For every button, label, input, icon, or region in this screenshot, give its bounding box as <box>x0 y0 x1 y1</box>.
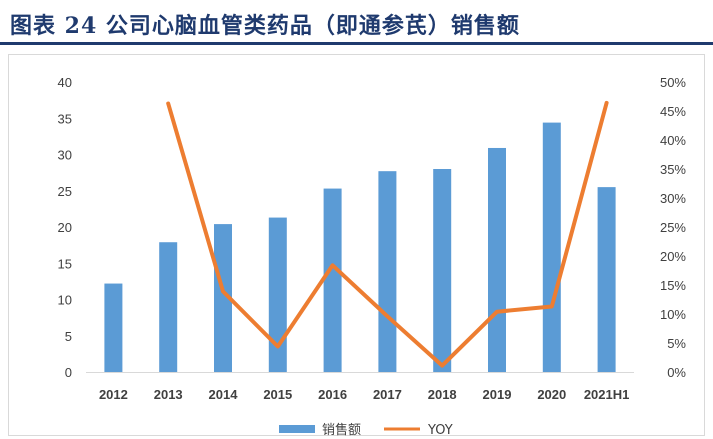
y-right-tick-label: 10% <box>660 307 686 322</box>
x-tick-label: 2015 <box>263 387 292 402</box>
x-tick-label: 2019 <box>483 387 512 402</box>
yoy-line <box>166 100 609 368</box>
y-left-tick-label: 5 <box>65 329 72 344</box>
y-left-tick-label: 15 <box>58 256 72 271</box>
title-bar: 图表 24 公司心脑血管类药品（即通参芪）销售额 <box>0 0 713 45</box>
y-right-tick-label: 5% <box>667 336 686 351</box>
bar-2014 <box>214 224 232 372</box>
bar-2013 <box>159 242 178 372</box>
legend-swatch-sales <box>279 425 315 433</box>
bar-2012 <box>104 283 123 372</box>
y-right-tick-label: 35% <box>660 162 686 177</box>
x-tick-label: 2016 <box>318 387 347 402</box>
legend-label-sales: 销售额 <box>322 422 361 438</box>
y-right-tick-label: 50% <box>660 75 686 90</box>
y-left-tick-label: 10 <box>58 293 72 308</box>
chart-frame <box>8 54 705 436</box>
y-left-tick-label: 30 <box>58 148 72 163</box>
y-left-tick-label: 40 <box>58 75 72 90</box>
figure-title: 图表 24 公司心脑血管类药品（即通参芪）销售额 <box>10 13 520 39</box>
x-tick-label: 2021H1 <box>584 387 630 402</box>
y-right-tick-label: 40% <box>660 133 686 148</box>
bar-2019 <box>488 147 506 372</box>
title-rule <box>0 42 713 45</box>
bar-2015 <box>268 217 287 372</box>
x-tick-label: 2014 <box>209 387 239 402</box>
y-left-tick-label: 20 <box>58 220 72 235</box>
y-right-tick-label: 20% <box>660 249 686 264</box>
y-left-tick-label: 0 <box>65 365 72 380</box>
bar-2021H1 <box>597 187 616 372</box>
y-right-tick-label: 25% <box>660 220 686 235</box>
x-tick-label: 2017 <box>373 387 402 402</box>
bar-2020 <box>542 122 561 372</box>
x-tick-label: 2018 <box>428 387 457 402</box>
y-right-tick-label: 15% <box>660 278 686 293</box>
legend-label-yoy: YOY <box>427 423 453 438</box>
bar-2016 <box>323 188 342 372</box>
x-tick-label: 2012 <box>99 387 128 402</box>
bar-2018 <box>433 169 452 372</box>
bar-2017 <box>378 171 397 372</box>
y-right-tick-label: 45% <box>660 104 686 119</box>
y-right-tick-label: 0% <box>667 365 686 380</box>
y-left-tick-label: 25 <box>58 184 72 199</box>
y-left-tick-label: 35 <box>58 111 72 126</box>
x-tick-label: 2013 <box>154 387 183 402</box>
x-tick-label: 2020 <box>537 387 566 402</box>
y-right-tick-label: 30% <box>660 191 686 206</box>
